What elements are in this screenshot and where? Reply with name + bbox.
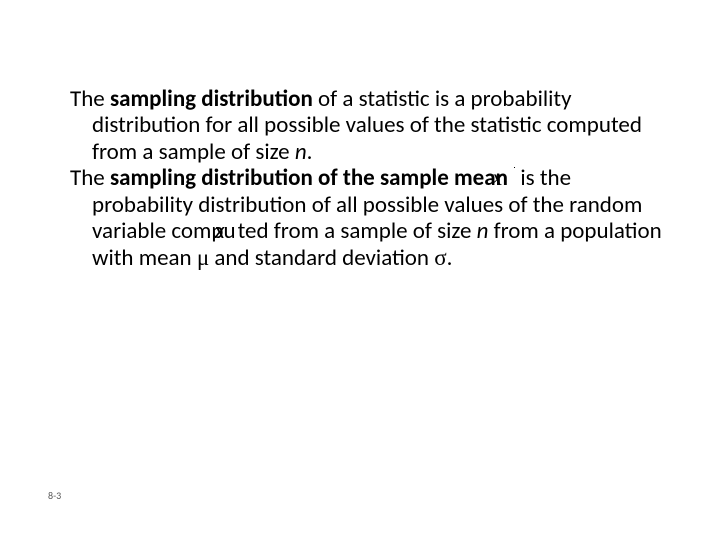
paragraph-1: The sampling distribution of a statistic… bbox=[48, 86, 672, 165]
text: ted from a sample of size bbox=[238, 217, 477, 245]
text: The bbox=[70, 164, 110, 192]
term-sampling-distribution: sampling distribution bbox=[110, 85, 313, 113]
paragraph-2: The sampling distribution of the sample … bbox=[48, 165, 672, 271]
mu-symbol: μ bbox=[197, 245, 209, 270]
overline-icon bbox=[514, 167, 515, 168]
sigma-symbol: σ bbox=[434, 245, 446, 270]
var-x: x bbox=[215, 217, 225, 245]
slide-number: 8-3 bbox=[48, 489, 61, 502]
slide: The sampling distribution of a statistic… bbox=[0, 0, 720, 540]
var-x: x bbox=[492, 165, 502, 190]
term-sampling-distribution-mean: sampling distribution of the sample mean bbox=[110, 164, 508, 192]
text: The bbox=[70, 85, 110, 113]
text: . bbox=[447, 244, 453, 272]
var-n: n bbox=[295, 138, 307, 166]
x-bar-symbol: x bbox=[513, 165, 515, 191]
x-bar-symbol-inline: x bbox=[236, 218, 238, 244]
text: . bbox=[307, 138, 313, 166]
var-n: n bbox=[477, 217, 489, 245]
text: and standard deviation bbox=[209, 244, 434, 272]
body-text: The sampling distribution of a statistic… bbox=[48, 86, 672, 271]
